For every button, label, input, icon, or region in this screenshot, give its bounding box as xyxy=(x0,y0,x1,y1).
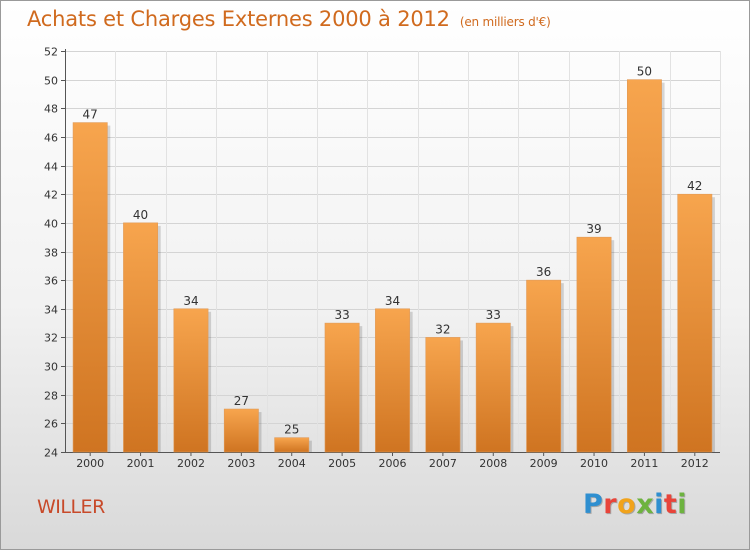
data-label-2008: 33 xyxy=(486,308,501,322)
y-tick-label: 44 xyxy=(44,161,58,174)
y-tick-label: 46 xyxy=(44,132,58,145)
logo-letter: o xyxy=(617,489,637,520)
x-tick-label-2012: 2012 xyxy=(681,457,709,470)
y-tick-label: 28 xyxy=(44,390,58,403)
y-tick-label: 42 xyxy=(44,189,58,202)
bar-2003 xyxy=(223,408,259,453)
logo-letter: r xyxy=(603,489,618,520)
x-tick-label-2008: 2008 xyxy=(479,457,507,470)
y-tick-label: 52 xyxy=(44,46,58,59)
chart-title-text: Achats et Charges Externes 2000 à 2012 xyxy=(27,7,450,31)
bar-2008 xyxy=(475,322,511,453)
data-label-2007: 32 xyxy=(435,322,450,336)
bar-2002 xyxy=(173,308,209,453)
data-label-2011: 50 xyxy=(637,65,652,79)
data-label-2002: 34 xyxy=(183,294,198,308)
y-tick-label: 34 xyxy=(44,304,58,317)
data-label-2010: 39 xyxy=(586,222,601,236)
bar-2004 xyxy=(274,437,310,453)
x-tick-label-2002: 2002 xyxy=(177,457,205,470)
logo-letter: x xyxy=(636,489,655,520)
data-label-2006: 34 xyxy=(385,294,400,308)
bar-2005 xyxy=(324,322,360,453)
y-tick-label: 48 xyxy=(44,103,58,116)
y-tick-label: 50 xyxy=(44,75,58,88)
x-tick-label-2011: 2011 xyxy=(630,457,658,470)
data-label-2005: 33 xyxy=(334,308,349,322)
x-tick-label-2001: 2001 xyxy=(127,457,155,470)
bar-2006 xyxy=(375,308,410,453)
place-name: WILLER xyxy=(37,496,105,518)
chart-title: Achats et Charges Externes 2000 à 2012 (e… xyxy=(27,7,551,31)
y-tick-label: 26 xyxy=(44,418,58,431)
bar-2010 xyxy=(576,236,612,453)
data-label-2012: 42 xyxy=(687,179,702,193)
y-tick-label: 40 xyxy=(44,218,58,231)
data-label-2000: 47 xyxy=(83,108,98,122)
x-tick-label-2003: 2003 xyxy=(227,457,255,470)
proxiti-logo: Proxiti xyxy=(583,489,687,520)
data-label-2009: 36 xyxy=(536,265,551,279)
y-tick-label: 24 xyxy=(44,447,58,460)
bar-2000 xyxy=(72,122,108,453)
bar-2012 xyxy=(677,193,713,453)
data-label-2003: 27 xyxy=(234,394,249,408)
bar-2007 xyxy=(425,337,461,453)
y-tick-label: 38 xyxy=(44,247,58,260)
data-label-2004: 25 xyxy=(284,423,299,437)
x-tick-label-2005: 2005 xyxy=(328,457,356,470)
y-tick-label: 36 xyxy=(44,275,58,288)
x-tick-label-2010: 2010 xyxy=(580,457,608,470)
data-label-2001: 40 xyxy=(133,208,148,222)
y-tick-label: 32 xyxy=(44,332,58,345)
axes xyxy=(61,49,720,456)
chart-subtitle: (en milliers d'€) xyxy=(459,15,551,29)
y-tick-label: 30 xyxy=(44,361,58,374)
x-tick-label-2006: 2006 xyxy=(379,457,407,470)
labels: 24 26 28 30 32 34 36 38 40 42 44 46 48 50 52 47 2000 40 20… xyxy=(44,46,709,471)
x-tick-label-2004: 2004 xyxy=(278,457,306,470)
logo-letter: P xyxy=(583,489,604,520)
bar-2009 xyxy=(526,279,562,453)
x-tick-label-2009: 2009 xyxy=(530,457,558,470)
logo-letter: i xyxy=(654,489,664,520)
bar-2011 xyxy=(626,79,662,453)
x-tick-label-2007: 2007 xyxy=(429,457,457,470)
x-tick-label-2000: 2000 xyxy=(76,457,104,470)
bar-2001 xyxy=(123,222,159,453)
bars xyxy=(72,79,715,453)
logo-letter: t xyxy=(663,489,678,520)
logo-letter: i xyxy=(677,489,688,520)
